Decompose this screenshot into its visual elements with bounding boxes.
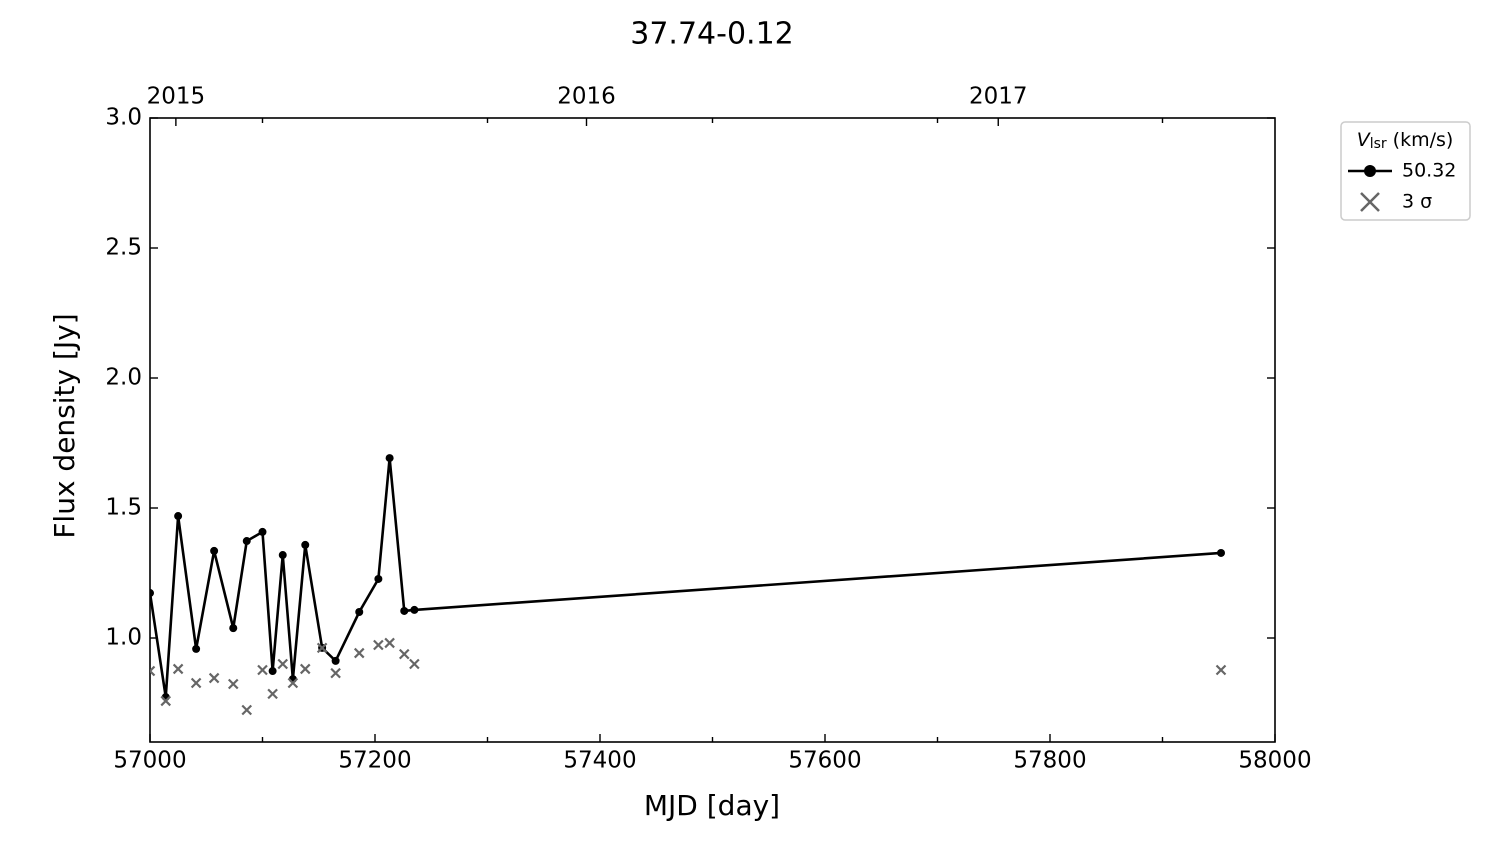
data-cross bbox=[190, 677, 202, 689]
y-axis-label: Flux density [Jy] bbox=[48, 313, 81, 538]
data-point bbox=[400, 606, 409, 615]
x-tick-label: 58000 bbox=[1238, 748, 1311, 774]
data-cross bbox=[316, 642, 328, 654]
legend-marker bbox=[1364, 165, 1376, 177]
data-point bbox=[268, 667, 277, 676]
x-tick-label: 57600 bbox=[788, 748, 861, 774]
y-tick-label: 2.0 bbox=[105, 365, 142, 391]
data-point bbox=[150, 589, 154, 598]
legend: Vlsr (km/s) bbox=[1340, 121, 1471, 221]
data-cross bbox=[227, 678, 239, 690]
data-cross bbox=[384, 637, 395, 649]
data-cross bbox=[287, 677, 299, 689]
x-tick-label: 57800 bbox=[1013, 748, 1086, 774]
series-line bbox=[150, 457, 1222, 698]
data-cross bbox=[277, 658, 289, 670]
data-cross bbox=[267, 688, 278, 700]
y-tick-label: 1.5 bbox=[105, 495, 142, 521]
data-cross bbox=[241, 704, 253, 716]
data-point bbox=[301, 540, 310, 549]
data-cross bbox=[299, 663, 311, 675]
legend-box bbox=[1340, 121, 1471, 221]
data-cross bbox=[150, 665, 156, 677]
plot-area bbox=[150, 454, 1227, 716]
x-tick-label: 57000 bbox=[113, 748, 186, 774]
legend-label: 3 σ bbox=[1402, 191, 1432, 213]
data-cross bbox=[1215, 664, 1227, 676]
data-cross bbox=[257, 664, 268, 676]
x-axis-label: MJD [day] bbox=[644, 789, 780, 822]
legend-marker bbox=[1360, 192, 1380, 212]
data-point bbox=[278, 551, 287, 560]
data-cross bbox=[373, 639, 384, 651]
data-point bbox=[192, 644, 201, 653]
data-point bbox=[355, 608, 364, 616]
data-point bbox=[242, 537, 251, 546]
x2-tick-label: 2016 bbox=[557, 84, 616, 110]
data-point bbox=[174, 512, 183, 521]
data-point bbox=[410, 605, 419, 614]
data-cross bbox=[398, 648, 410, 660]
x2-tick-label: 2015 bbox=[147, 84, 206, 110]
data-point bbox=[385, 454, 394, 463]
chart-title: 37.74-0.12 bbox=[630, 17, 794, 52]
data-cross bbox=[208, 672, 220, 684]
legend-title: Vlsr (km/s) bbox=[1357, 129, 1454, 153]
data-cross bbox=[172, 663, 184, 675]
data-point bbox=[331, 656, 340, 665]
data-point bbox=[210, 546, 219, 555]
x-tick-label: 57400 bbox=[563, 748, 636, 774]
x-tick-label: 57200 bbox=[338, 748, 411, 774]
data-cross bbox=[409, 658, 420, 670]
data-cross bbox=[353, 647, 365, 659]
y-tick-label: 1.0 bbox=[105, 625, 142, 651]
data-point bbox=[1217, 548, 1225, 557]
legend-label: 50.32 bbox=[1402, 160, 1456, 182]
y-tick-label: 3.0 bbox=[105, 105, 142, 131]
x2-tick-label: 2017 bbox=[969, 84, 1028, 110]
data-cross bbox=[330, 667, 341, 679]
data-point bbox=[229, 624, 238, 633]
data-cross bbox=[160, 695, 172, 707]
y-tick-label: 2.5 bbox=[105, 235, 142, 261]
data-point bbox=[258, 527, 267, 536]
data-point bbox=[374, 574, 383, 583]
